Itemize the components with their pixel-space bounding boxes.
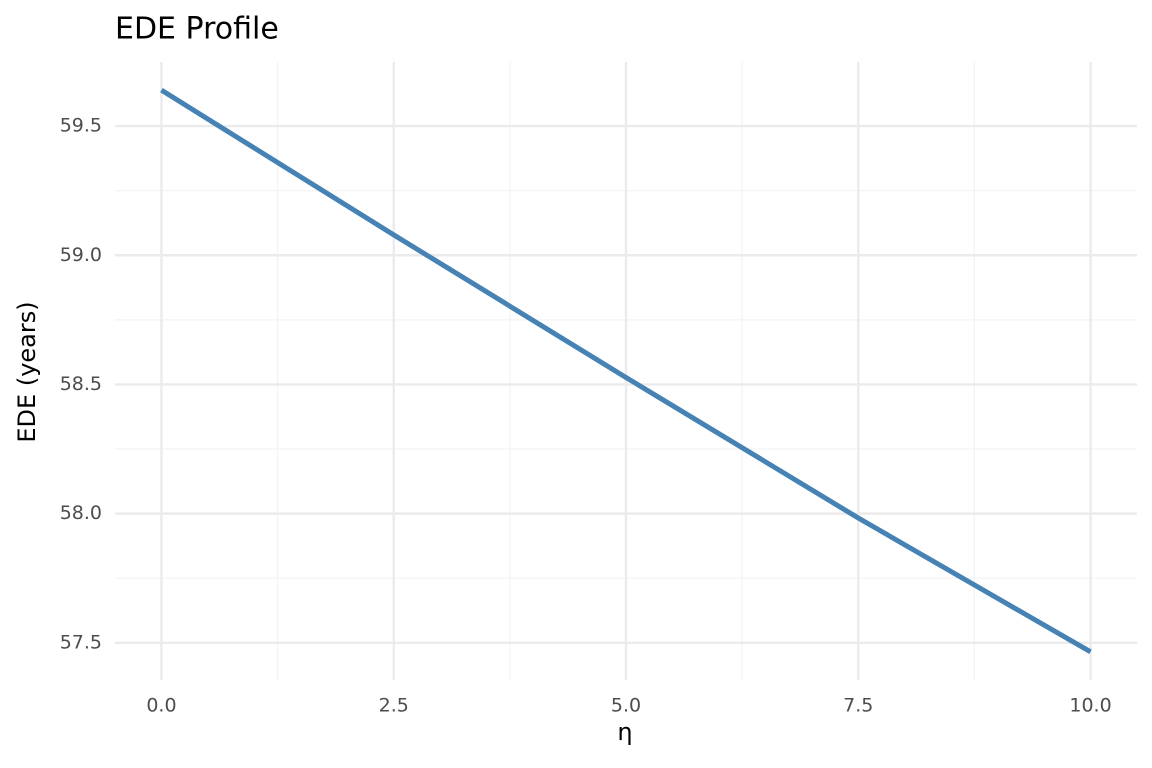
data-line bbox=[160, 88, 1092, 655]
x-tick-label: 2.5 bbox=[379, 695, 409, 717]
y-axis-title: EDE (years) bbox=[13, 301, 41, 442]
x-tick-label: 0.0 bbox=[146, 695, 176, 717]
grid bbox=[115, 62, 1137, 680]
x-tick-label: 10.0 bbox=[1069, 695, 1111, 717]
y-tick-label: 58.0 bbox=[60, 502, 102, 524]
y-tick-label: 57.5 bbox=[60, 631, 102, 653]
y-tick-label: 59.0 bbox=[60, 244, 102, 266]
x-axis-title: η bbox=[617, 718, 632, 746]
x-tick-label: 5.0 bbox=[611, 695, 641, 717]
y-tick-label: 59.5 bbox=[60, 115, 102, 137]
chart-title: EDE Profile bbox=[115, 12, 279, 47]
y-tick-label: 58.5 bbox=[60, 373, 102, 395]
x-tick-label: 7.5 bbox=[843, 695, 873, 717]
